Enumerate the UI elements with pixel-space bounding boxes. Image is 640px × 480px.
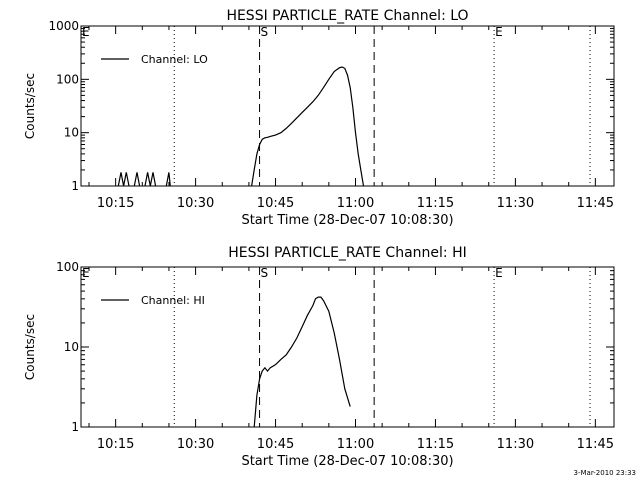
x-tick-label: 10:15: [97, 196, 134, 211]
x-tick-label: 10:30: [177, 196, 214, 211]
legend-label: Channel: HI: [141, 294, 205, 307]
plot-frame: [80, 266, 615, 428]
series-line: [144, 172, 157, 187]
y-tick-label: 10: [64, 340, 79, 354]
x-tick-label: 11:00: [337, 196, 374, 211]
x-axis-label: Start Time (28-Dec-07 10:08:30): [241, 454, 453, 469]
x-tick-label: 11:45: [577, 437, 614, 452]
y-tick-label: 100: [56, 260, 79, 274]
y-tick-label: 1: [71, 420, 79, 434]
chart-panel-1: HESSI PARTICLE_RATE Channel: HI 1 10 100 10:…: [23, 245, 615, 469]
x-tick-label: 11:15: [417, 437, 454, 452]
y-tick-label: 1: [71, 179, 79, 193]
x-tick-label: 10:30: [177, 437, 214, 452]
series-line: [253, 296, 351, 428]
y-axis-label: Counts/sec: [23, 314, 37, 380]
chart-title: HESSI PARTICLE_RATE Channel: HI: [228, 245, 466, 261]
legend-label: Channel: LO: [141, 53, 208, 66]
y-tick-label: 10: [64, 126, 79, 140]
series-line: [165, 172, 171, 187]
footer-timestamp: 3-Mar-2010 23:33: [574, 469, 636, 477]
x-tick-label: 11:15: [417, 196, 454, 211]
event-marker-label: E: [495, 266, 503, 280]
series-line: [251, 66, 365, 187]
x-tick-label: 10:45: [257, 196, 294, 211]
plot-frame: [80, 25, 615, 187]
y-tick-label: 100: [56, 72, 79, 86]
event-marker-label: E: [82, 266, 90, 280]
chart-title: HESSI PARTICLE_RATE Channel: LO: [226, 8, 468, 24]
x-tick-label: 11:30: [497, 196, 534, 211]
series-line: [117, 172, 130, 187]
x-tick-label: 11:30: [497, 437, 534, 452]
y-axis-label: Counts/sec: [23, 73, 37, 139]
chart-panel-0: HESSI PARTICLE_RATE Channel: LO 1 10 100 100…: [23, 8, 615, 228]
event-marker-label: S: [261, 266, 269, 280]
x-tick-label: 10:15: [97, 437, 134, 452]
x-axis-label: Start Time (28-Dec-07 10:08:30): [241, 213, 453, 228]
event-marker-label: E: [495, 25, 503, 39]
y-tick-label: 1000: [48, 19, 79, 33]
x-tick-label: 10:45: [257, 437, 294, 452]
x-tick-label: 11:45: [577, 196, 614, 211]
event-marker-label: S: [261, 25, 269, 39]
x-tick-label: 11:00: [337, 437, 374, 452]
series-line: [133, 172, 141, 187]
event-marker-label: E: [82, 25, 90, 39]
